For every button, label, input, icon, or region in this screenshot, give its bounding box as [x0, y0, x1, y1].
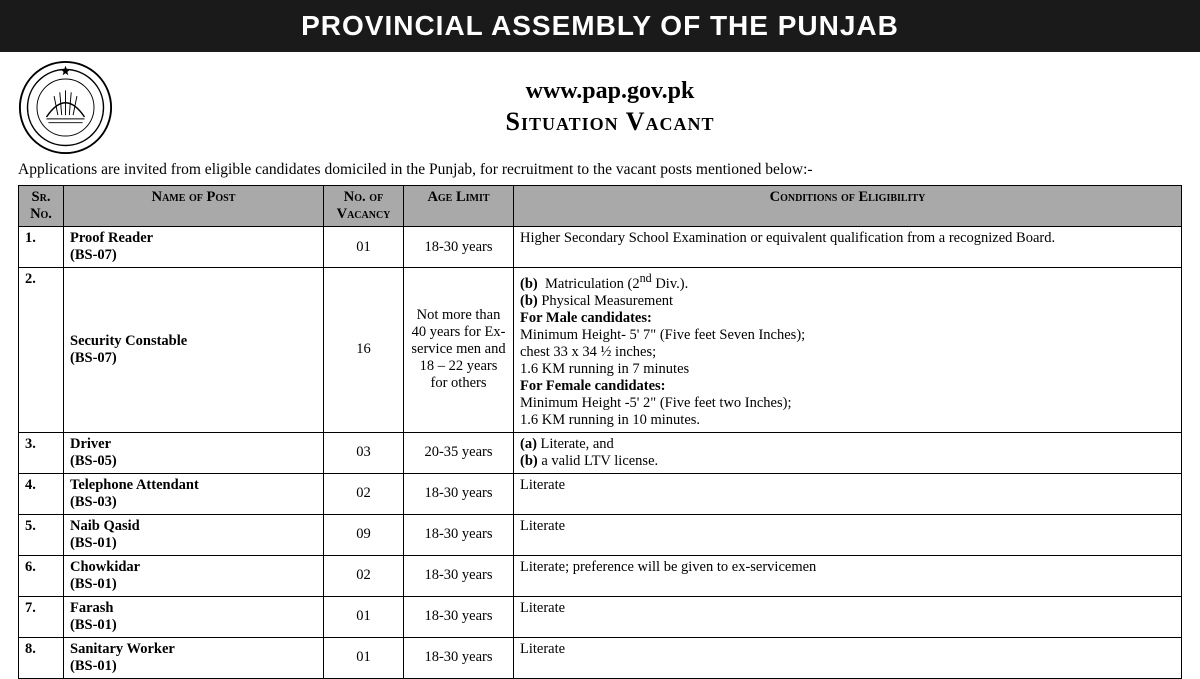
- col-age: Age Limit: [404, 186, 514, 227]
- cell-sr: 7.: [19, 596, 64, 637]
- cell-sr: 5.: [19, 514, 64, 555]
- cell-post: Farash(BS-01): [64, 596, 324, 637]
- cell-sr: 1.: [19, 227, 64, 268]
- cell-age: 20-35 years: [404, 432, 514, 473]
- cell-vacancy: 01: [324, 596, 404, 637]
- cell-sr: 3.: [19, 432, 64, 473]
- cell-conditions: (b) Matriculation (2nd Div.).(b) Physica…: [514, 268, 1182, 433]
- cell-post: Driver(BS-05): [64, 432, 324, 473]
- cell-conditions: Literate: [514, 473, 1182, 514]
- table-row: 8.Sanitary Worker(BS-01)0118-30 yearsLit…: [19, 637, 1182, 678]
- cell-age: Not more than 40 years for Ex-service me…: [404, 268, 514, 433]
- cell-vacancy: 02: [324, 473, 404, 514]
- cell-post: Naib Qasid(BS-01): [64, 514, 324, 555]
- cell-sr: 2.: [19, 268, 64, 433]
- website-url: www.pap.gov.pk: [133, 78, 1087, 105]
- document-body: www.pap.gov.pk Situation Vacant Applicat…: [0, 52, 1200, 679]
- cell-vacancy: 01: [324, 227, 404, 268]
- table-row: 2.Security Constable(BS-07)16Not more th…: [19, 268, 1182, 433]
- cell-age: 18-30 years: [404, 555, 514, 596]
- cell-vacancy: 03: [324, 432, 404, 473]
- table-row: 5.Naib Qasid(BS-01)0918-30 yearsLiterate: [19, 514, 1182, 555]
- table-row: 7.Farash(BS-01)0118-30 yearsLiterate: [19, 596, 1182, 637]
- cell-age: 18-30 years: [404, 637, 514, 678]
- cell-age: 18-30 years: [404, 514, 514, 555]
- cell-post: Chowkidar(BS-01): [64, 555, 324, 596]
- cell-vacancy: 01: [324, 637, 404, 678]
- table-row: 4.Telephone Attendant(BS-03)0218-30 year…: [19, 473, 1182, 514]
- cell-conditions: Literate; preference will be given to ex…: [514, 555, 1182, 596]
- cell-vacancy: 16: [324, 268, 404, 433]
- cell-age: 18-30 years: [404, 473, 514, 514]
- cell-conditions: Literate: [514, 514, 1182, 555]
- col-post: Name of Post: [64, 186, 324, 227]
- cell-age: 18-30 years: [404, 227, 514, 268]
- header-text: www.pap.gov.pk Situation Vacant: [133, 78, 1182, 137]
- cell-sr: 4.: [19, 473, 64, 514]
- situation-vacant-heading: Situation Vacant: [133, 107, 1087, 137]
- cell-age: 18-30 years: [404, 596, 514, 637]
- cell-conditions: Literate: [514, 596, 1182, 637]
- cell-conditions: Higher Secondary School Examination or e…: [514, 227, 1182, 268]
- cell-sr: 8.: [19, 637, 64, 678]
- col-vac: No. of Vacancy: [324, 186, 404, 227]
- table-header-row: Sr. No. Name of Post No. of Vacancy Age …: [19, 186, 1182, 227]
- cell-vacancy: 02: [324, 555, 404, 596]
- cell-post: Security Constable(BS-07): [64, 268, 324, 433]
- vacancy-table: Sr. No. Name of Post No. of Vacancy Age …: [18, 185, 1182, 679]
- cell-post: Sanitary Worker(BS-01): [64, 637, 324, 678]
- assembly-logo: [18, 60, 113, 155]
- col-cond: Conditions of Eligibility: [514, 186, 1182, 227]
- cell-conditions: Literate: [514, 637, 1182, 678]
- table-row: 6.Chowkidar(BS-01)0218-30 yearsLiterate;…: [19, 555, 1182, 596]
- cell-post: Proof Reader(BS-07): [64, 227, 324, 268]
- cell-conditions: (a) Literate, and(b) a valid LTV license…: [514, 432, 1182, 473]
- cell-sr: 6.: [19, 555, 64, 596]
- cell-post: Telephone Attendant(BS-03): [64, 473, 324, 514]
- col-sr: Sr. No.: [19, 186, 64, 227]
- table-row: 3.Driver(BS-05)0320-35 years(a) Literate…: [19, 432, 1182, 473]
- cell-vacancy: 09: [324, 514, 404, 555]
- table-row: 1.Proof Reader(BS-07)0118-30 yearsHigher…: [19, 227, 1182, 268]
- header-row: www.pap.gov.pk Situation Vacant: [18, 60, 1182, 155]
- banner-title: PROVINCIAL ASSEMBLY OF THE PUNJAB: [0, 0, 1200, 52]
- intro-text: Applications are invited from eligible c…: [18, 161, 1182, 179]
